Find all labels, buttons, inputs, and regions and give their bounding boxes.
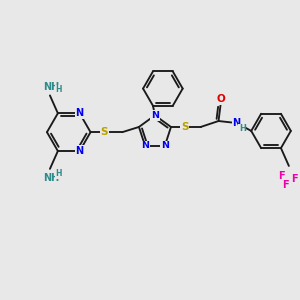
Text: N: N: [232, 118, 240, 128]
Text: N: N: [76, 146, 84, 156]
Text: N: N: [151, 111, 159, 120]
Text: N: N: [161, 141, 169, 150]
Text: NH: NH: [43, 173, 59, 183]
Text: S: S: [181, 122, 189, 132]
Text: NH: NH: [43, 82, 59, 92]
Text: N: N: [141, 141, 149, 150]
Text: H: H: [56, 169, 62, 178]
Text: H: H: [239, 124, 246, 134]
Text: S: S: [101, 127, 108, 137]
Text: H: H: [56, 85, 62, 94]
Text: F: F: [278, 171, 284, 181]
Text: N: N: [76, 108, 84, 118]
Text: F: F: [292, 174, 298, 184]
Text: F: F: [283, 180, 289, 190]
Text: O: O: [216, 94, 225, 104]
